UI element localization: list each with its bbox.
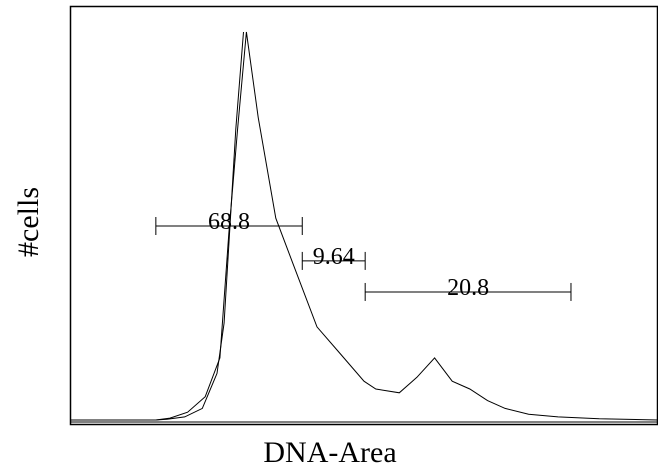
gate-group: 68.8 9.64 20.8 xyxy=(155,209,572,301)
gate-3: 20.8 xyxy=(364,275,572,301)
y-axis-label: #cells xyxy=(12,187,45,257)
histogram-trace xyxy=(155,31,658,421)
gate-2: 9.64 xyxy=(301,244,366,270)
plot-frame xyxy=(69,5,658,426)
gate-label: 20.8 xyxy=(447,275,489,301)
gate-1: 68.8 xyxy=(155,209,303,235)
gate-label: 9.64 xyxy=(313,244,355,270)
gate-label: 68.8 xyxy=(208,209,250,235)
x-axis-label: DNA-Area xyxy=(263,436,396,469)
